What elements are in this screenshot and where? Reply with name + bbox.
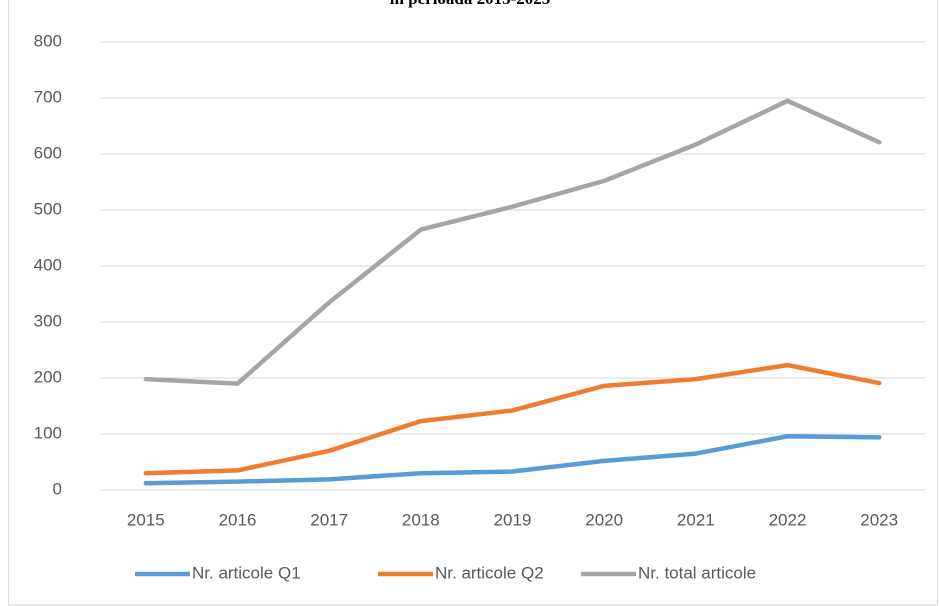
y-tick-label: 200 xyxy=(34,367,62,386)
y-tick-label: 600 xyxy=(34,143,62,162)
y-tick-label: 500 xyxy=(34,199,62,218)
x-tick-label: 2018 xyxy=(402,510,440,529)
x-tick-label: 2015 xyxy=(127,510,165,529)
y-tick-label: 300 xyxy=(34,311,62,330)
legend-label: Nr. articole Q1 xyxy=(192,563,301,582)
series-line xyxy=(143,433,882,486)
legend-label: Nr. articole Q2 xyxy=(435,563,544,582)
x-tick-label: 2023 xyxy=(860,510,898,529)
y-tick-label: 100 xyxy=(34,423,62,442)
x-tick-label: 2016 xyxy=(219,510,257,529)
series-line xyxy=(143,98,882,386)
x-tick-label: 2022 xyxy=(769,510,807,529)
y-tick-label: 400 xyxy=(34,255,62,274)
legend-label: Nr. total articole xyxy=(638,563,756,582)
x-tick-label: 2019 xyxy=(494,510,532,529)
y-tick-label: 700 xyxy=(34,87,62,106)
chart-frame xyxy=(8,0,938,606)
y-tick-label: 800 xyxy=(34,31,62,50)
chart-title: în perioada 2015-2023 xyxy=(389,0,551,8)
x-tick-label: 2021 xyxy=(677,510,715,529)
y-tick-label: 0 xyxy=(53,479,62,498)
x-tick-label: 2017 xyxy=(310,510,348,529)
series-line xyxy=(143,362,882,476)
x-tick-label: 2020 xyxy=(585,510,623,529)
